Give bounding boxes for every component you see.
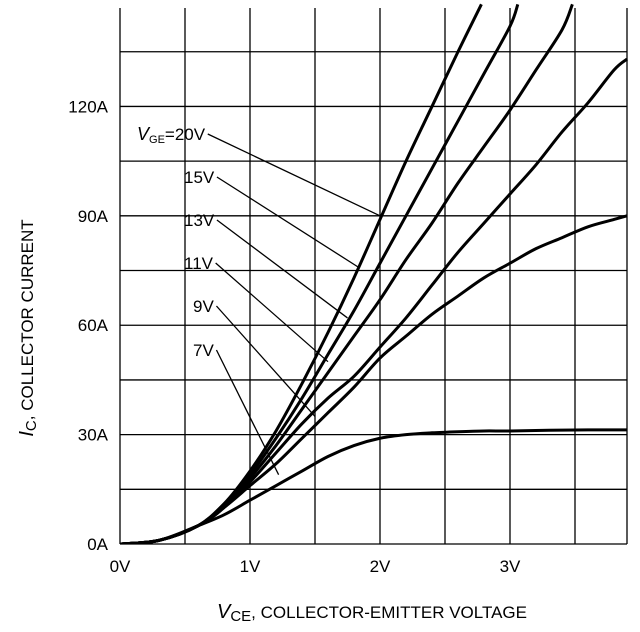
- y-tick-label: 60A: [78, 316, 109, 335]
- curves: [120, 3, 628, 544]
- curve-label: 13V: [184, 211, 215, 230]
- curve-7v: [120, 428, 628, 544]
- curve-label: 7V: [193, 341, 214, 360]
- y-axis-title: IC, COLLECTOR CURRENT: [16, 219, 40, 436]
- leader-line: [207, 133, 381, 217]
- x-axis-title: VCE, COLLECTOR-EMITTER VOLTAGE: [217, 601, 527, 625]
- leader-line: [216, 176, 359, 268]
- curve-labels: VGE=20V 15V 13V 11V 9V 7V: [137, 124, 215, 360]
- y-tick-label: 120A: [68, 97, 108, 116]
- y-tick-label: 90A: [78, 207, 109, 226]
- x-tick-label: 3V: [500, 557, 521, 576]
- y-tick-label: 30A: [78, 426, 109, 445]
- leader-line: [215, 305, 316, 417]
- leader-line: [216, 219, 348, 319]
- y-tick-label: 0A: [87, 535, 108, 554]
- leader-line: [215, 349, 280, 476]
- curve-label: 9V: [193, 297, 214, 316]
- curve-9v: [120, 214, 628, 544]
- grid-lines: [119, 8, 628, 545]
- curve-label: 15V: [184, 168, 215, 187]
- x-tick-label: 2V: [370, 557, 391, 576]
- curve-label: 11V: [184, 254, 214, 273]
- leader-line: [215, 262, 329, 363]
- y-tick-labels: 0A 30A 60A 90A 120A: [68, 97, 108, 554]
- label-leader-lines: [207, 133, 381, 476]
- x-tick-label: 0V: [110, 557, 131, 576]
- x-tick-label: 1V: [240, 557, 261, 576]
- curve-label: VGE=20V: [137, 124, 206, 146]
- x-tick-labels: 0V 1V 2V 3V: [110, 557, 521, 576]
